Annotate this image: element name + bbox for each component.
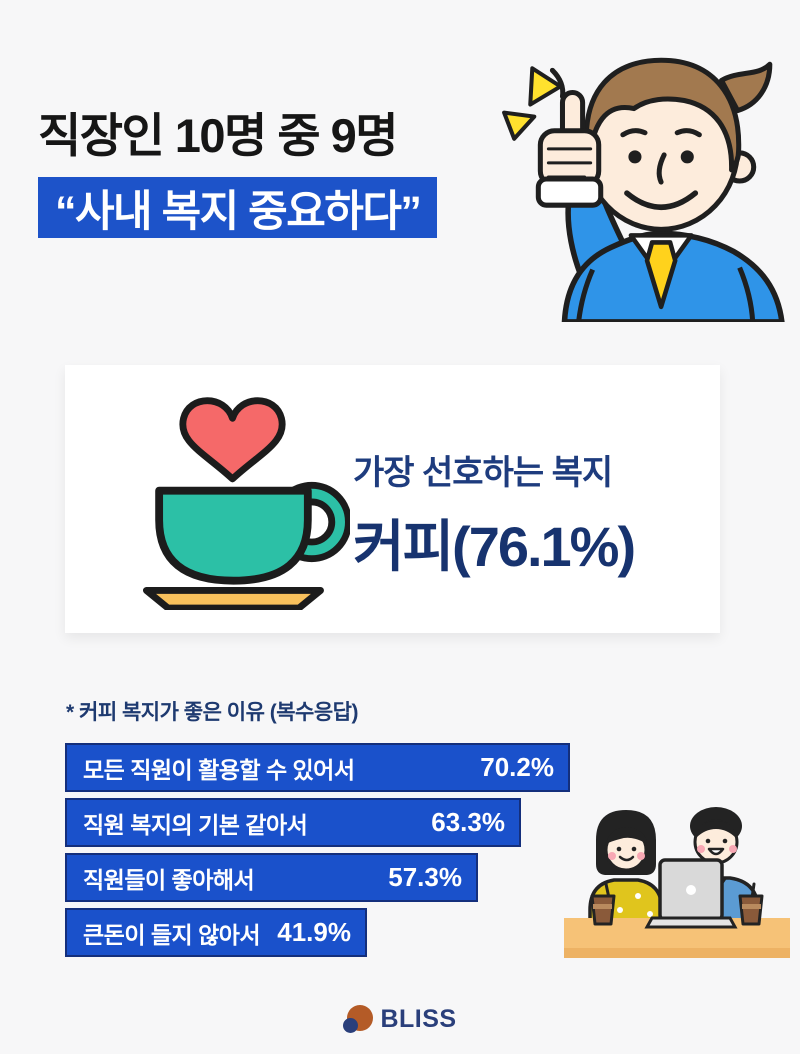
man-thumbs-up-illustration [502, 57, 785, 322]
footer-brand: BLISS [0, 1003, 800, 1035]
sparkle-icon [502, 110, 537, 141]
highlight-banner: “사내 복지 중요하다” [38, 177, 438, 238]
bar-value-label: 57.3% [388, 862, 462, 892]
bar-row: 직원들이 좋아해서 57.3% [65, 853, 478, 902]
bar-row: 모든 직원이 활용할 수 있어서 70.2% [65, 743, 570, 792]
bliss-logo-icon [343, 1003, 374, 1035]
bar-value-label: 63.3% [431, 807, 505, 837]
bar-row: 큰돈이 들지 않아서 41.9% [65, 908, 367, 957]
bar-row: 직원 복지의 기본 같아서 63.3% [65, 798, 521, 847]
card-headline: 커피(76.1%) [353, 515, 636, 578]
bar-category-label: 직원 복지의 기본 같아서 [83, 811, 308, 838]
sparkle-icon [528, 66, 563, 107]
brand-name: BLISS [380, 1004, 457, 1033]
page-title: 직장인 10명 중 9명 [38, 109, 399, 162]
bar-category-label: 직원들이 좋아해서 [83, 866, 255, 893]
preferred-benefit-card: 가장 선호하는 복지 커피(76.1%) [65, 365, 720, 633]
card-subtitle: 가장 선호하는 복지 [353, 454, 613, 492]
coffee-cup-heart-icon [142, 397, 350, 610]
bar-category-label: 큰돈이 들지 않아서 [83, 921, 261, 948]
bar-chart: 모든 직원이 활용할 수 있어서 70.2% 직원 복지의 기본 같아서 63.… [65, 743, 570, 963]
chart-title: * 커피 복지가 좋은 이유 (복수응답) [66, 701, 359, 724]
bar-value-label: 41.9% [277, 917, 351, 947]
bar-category-label: 모든 직원이 활용할 수 있어서 [83, 756, 355, 783]
bar-value-label: 70.2% [480, 752, 554, 782]
coworkers-laptop-coffee-illustration [564, 807, 790, 958]
